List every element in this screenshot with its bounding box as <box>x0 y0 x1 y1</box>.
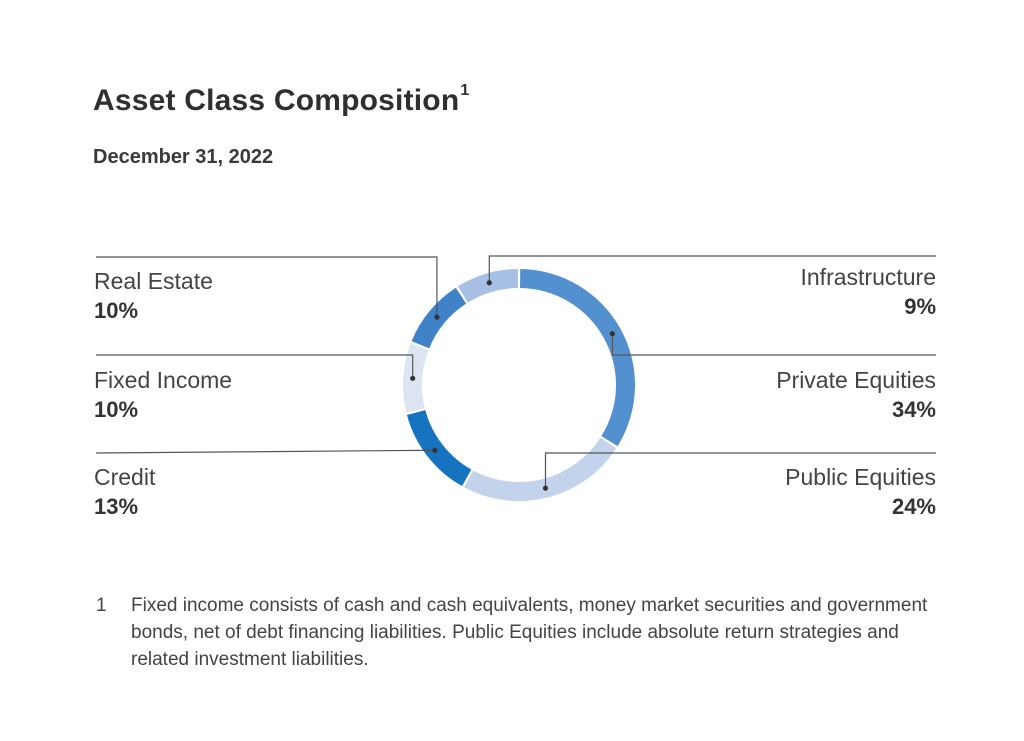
label-value-credit: 13% <box>94 494 139 519</box>
label-value-infrastructure: 9% <box>904 294 936 319</box>
leader-dot-fixed-income <box>410 375 416 381</box>
leader-line-fixed-income <box>96 354 414 379</box>
slice-fixed-income <box>403 343 429 413</box>
label-name-public-equities: Public Equities <box>785 464 936 490</box>
label-name-private-equities: Private Equities <box>776 367 936 393</box>
label-value-fixed-income: 10% <box>94 397 139 422</box>
label-private-equities: Private Equities 34% <box>776 365 936 425</box>
chart-title-text: Asset Class Composition <box>93 84 460 117</box>
label-real-estate: Real Estate 10% <box>94 266 213 326</box>
chart-subtitle: December 31, 2022 <box>93 146 274 168</box>
label-name-credit: Credit <box>94 464 156 490</box>
leader-dot-real-estate <box>434 314 440 320</box>
slice-infrastructure <box>457 269 518 303</box>
slice-credit <box>406 410 472 487</box>
leader-dot-public-equities <box>542 485 549 491</box>
label-name-fixed-income: Fixed Income <box>94 367 233 393</box>
donut-slices <box>403 269 635 501</box>
leader-line-private-equities <box>611 333 936 356</box>
label-public-equities: Public Equities 24% <box>785 462 936 522</box>
slice-private-equities <box>520 269 635 447</box>
leader-line-infrastructure <box>488 255 936 283</box>
chart-title: Asset Class Composition1 <box>93 82 470 118</box>
label-name-infrastructure: Infrastructure <box>800 264 937 290</box>
footnote: 1 Fixed income consists of cash and cash… <box>96 592 956 673</box>
footnote-number: 1 <box>96 595 107 616</box>
leader-lines <box>95 255 936 491</box>
label-value-private-equities: 34% <box>891 397 936 422</box>
leader-dot-credit <box>432 447 438 453</box>
leader-dot-infrastructure <box>486 280 492 286</box>
label-value-real-estate: 10% <box>94 298 139 323</box>
label-infrastructure: Infrastructure 9% <box>801 262 937 322</box>
leader-line-credit <box>95 449 435 454</box>
leader-line-public-equities <box>544 452 936 489</box>
footnote-text: Fixed income consists of cash and cash e… <box>131 595 928 670</box>
label-fixed-income: Fixed Income 10% <box>94 365 232 425</box>
leader-line-real-estate <box>96 256 438 318</box>
leader-dot-private-equities <box>609 331 615 337</box>
label-value-public-equities: 24% <box>891 494 936 519</box>
title-footnote-marker: 1 <box>460 82 470 99</box>
slice-public-equities <box>464 437 617 501</box>
label-name-real-estate: Real Estate <box>94 268 213 294</box>
label-credit: Credit 13% <box>94 462 155 522</box>
